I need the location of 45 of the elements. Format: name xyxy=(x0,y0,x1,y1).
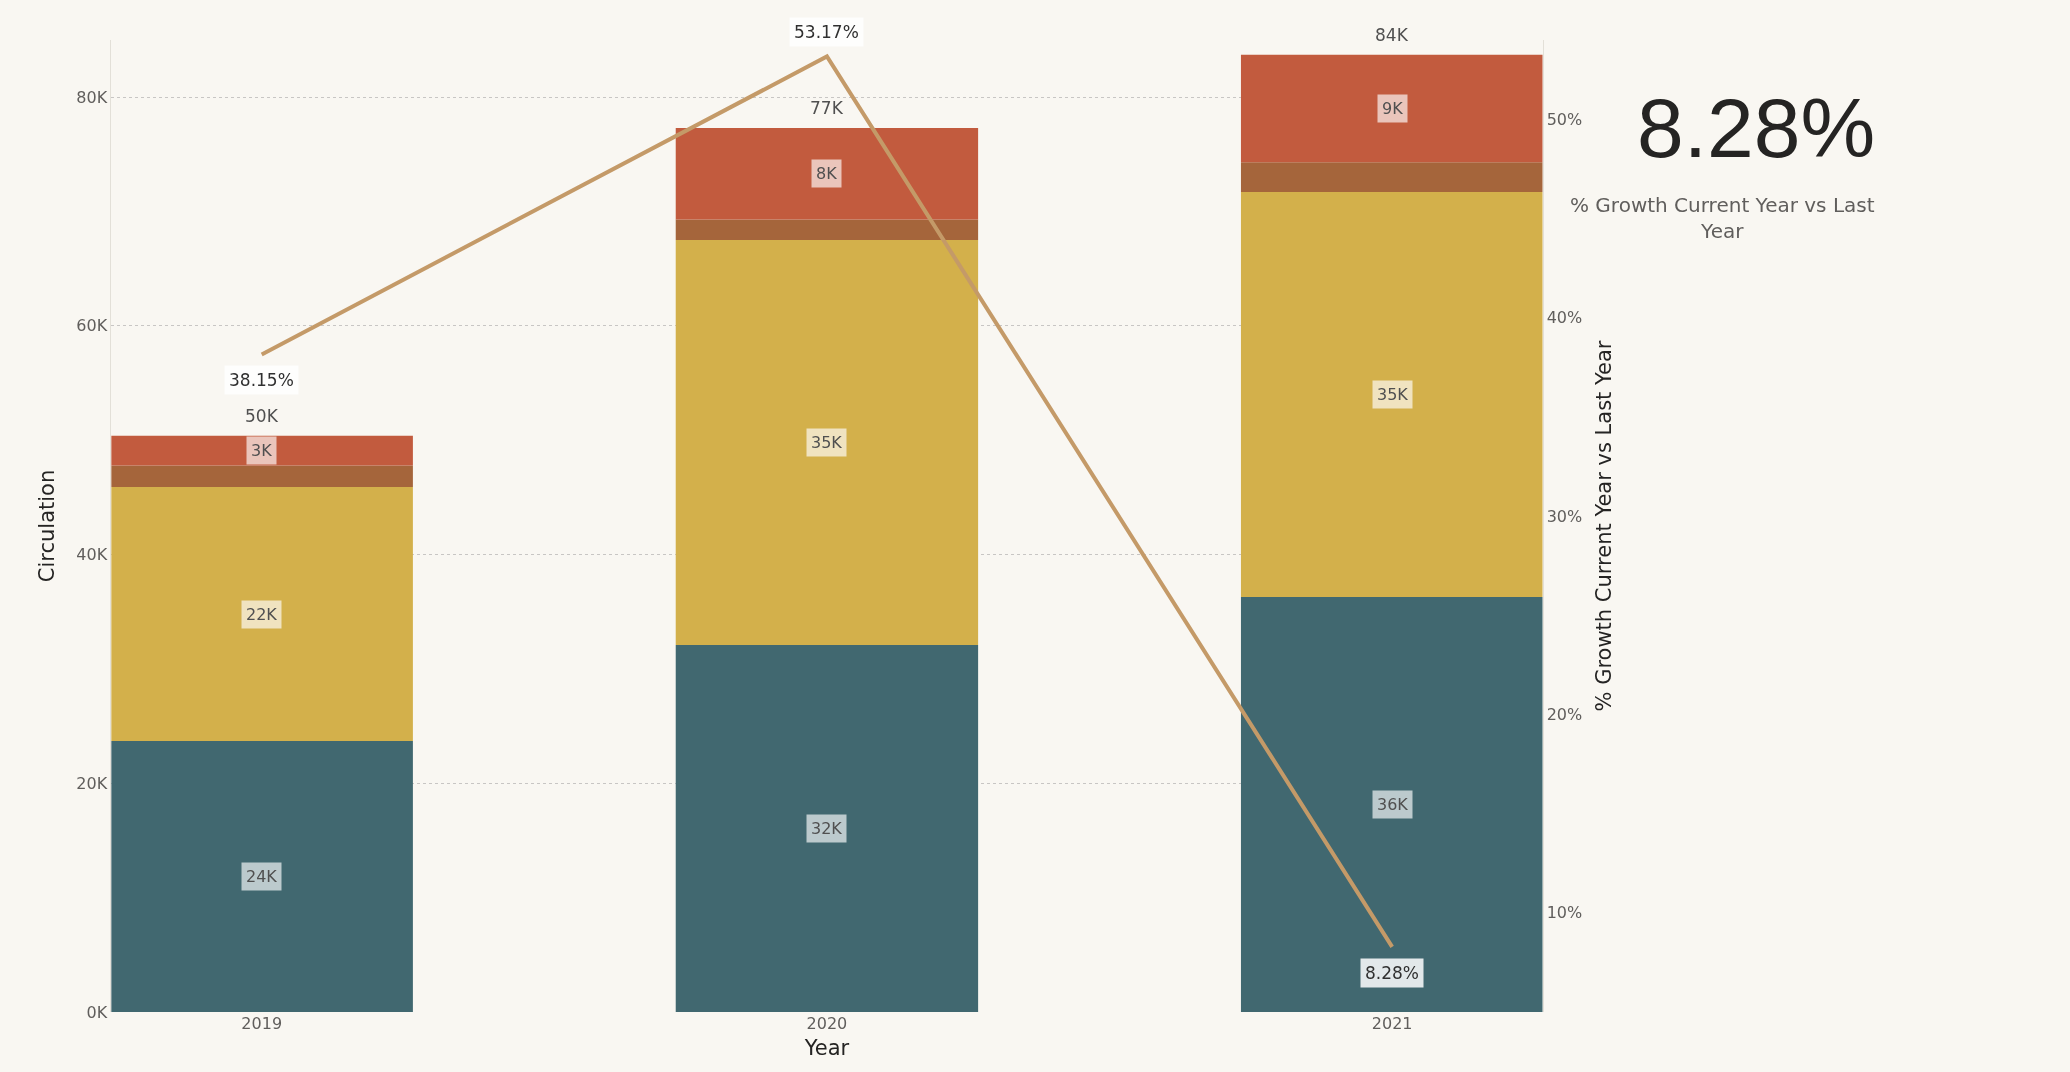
data-label: 8K xyxy=(816,164,838,183)
y-tick-label: 40K xyxy=(76,545,108,565)
text: % Growth Current Year vs Last Year xyxy=(1570,193,1875,243)
x-tick-label: 2020 xyxy=(806,1014,848,1033)
bar xyxy=(111,740,413,1012)
y2-tick-label: 50% xyxy=(1546,109,1583,129)
y2-tick-label: 20% xyxy=(1546,705,1583,725)
data-label: 38.15% xyxy=(229,370,294,390)
total-label: 77K xyxy=(810,98,844,118)
x-tick-label: 2021 xyxy=(1371,1014,1413,1033)
data-label: 3K xyxy=(251,441,273,460)
bar xyxy=(675,219,979,241)
y-axis-title: Circulation xyxy=(35,469,60,583)
x-axis-title: Year xyxy=(803,1036,850,1061)
y-tick-label: 0K xyxy=(86,1002,108,1022)
data-label: 9K xyxy=(1382,99,1404,118)
data-label: 24K xyxy=(246,867,278,886)
y2-tick-label: 40% xyxy=(1546,308,1583,328)
y-tick-label: 60K xyxy=(76,316,108,336)
bar xyxy=(111,487,413,741)
data-label: 32K xyxy=(811,819,843,838)
data-label: 35K xyxy=(1377,385,1409,404)
data-label: 36K xyxy=(1377,795,1409,814)
bar xyxy=(1240,192,1543,597)
y2-tick-label: 10% xyxy=(1546,903,1583,923)
bar xyxy=(1240,596,1543,1012)
data-label: 22K xyxy=(246,605,278,624)
data-label: 8.28% xyxy=(1365,963,1420,983)
y-tick-label: 20K xyxy=(76,773,108,793)
y-tick-label: 80K xyxy=(76,87,108,107)
bar xyxy=(675,644,979,1012)
total-label: 50K xyxy=(245,406,279,426)
bar xyxy=(1240,162,1543,193)
bar xyxy=(675,240,979,645)
x-tick-label: 2019 xyxy=(241,1014,283,1033)
bar xyxy=(111,435,413,466)
bar xyxy=(675,128,979,220)
text: 8.28% xyxy=(1637,81,1876,175)
data-label: 35K xyxy=(811,433,843,452)
bar xyxy=(111,465,413,488)
total-label: 84K xyxy=(1375,25,1409,45)
y2-axis-title: % Growth Current Year vs Last Year xyxy=(1592,340,1617,712)
data-label: 53.17% xyxy=(794,22,859,42)
y2-tick-label: 30% xyxy=(1546,506,1583,526)
bar xyxy=(1240,54,1543,163)
